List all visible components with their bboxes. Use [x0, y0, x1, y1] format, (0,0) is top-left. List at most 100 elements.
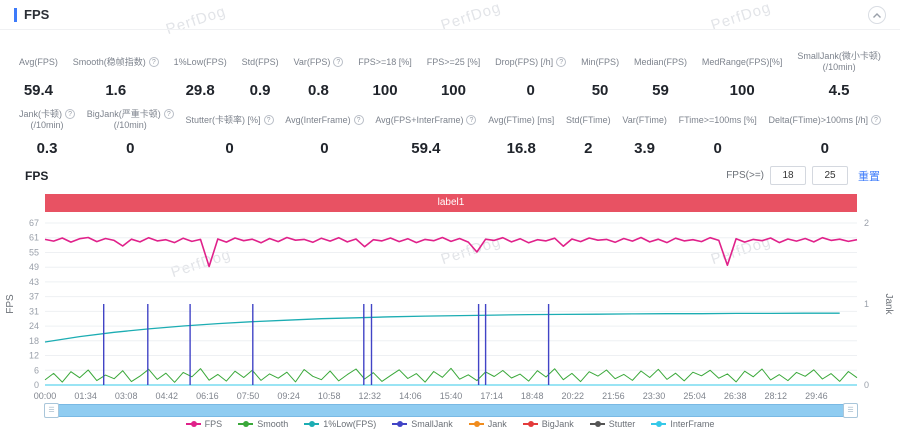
legend-item-bigjank[interactable]: BigJank — [522, 419, 574, 429]
svg-text:18:48: 18:48 — [521, 391, 544, 401]
legend-marker-icon — [589, 421, 605, 427]
metric-label: FTime>=100ms [%] — [678, 114, 757, 125]
metric-label: Jank(卡顿)? (/10min) — [19, 106, 76, 134]
svg-text:12:32: 12:32 — [359, 391, 382, 401]
metric-value: 50 — [591, 82, 609, 99]
metric-label: MedRange(FPS)[%] — [701, 56, 783, 67]
help-icon[interactable]: ? — [263, 114, 274, 125]
metric-label: Avg(InterFrame)? — [285, 106, 364, 134]
metric-label: Stutter(卡顿率) [%]? — [186, 106, 274, 134]
svg-text:23:30: 23:30 — [643, 391, 666, 401]
legend-item-jank[interactable]: Jank — [468, 419, 507, 429]
metric-label: FPS>=18 [%] — [358, 56, 412, 67]
metric-value: 0 — [713, 140, 722, 157]
metric-bigjank: BigJank(严重卡顿)? (/10min) 0 — [84, 106, 177, 157]
metric-label: Median(FPS) — [633, 56, 687, 67]
help-icon[interactable]: ? — [148, 56, 159, 67]
legend-item-1%low-fps[interactable]: 1%Low(FPS) — [304, 419, 376, 429]
svg-text:15:40: 15:40 — [440, 391, 463, 401]
metric-value: 0 — [526, 82, 535, 99]
chart-scrollbar[interactable]: ☰ ☰ — [44, 403, 858, 418]
metric-value: 100 — [729, 82, 755, 99]
svg-text:FPS: FPS — [5, 294, 16, 314]
help-icon[interactable]: ? — [65, 109, 76, 119]
legend-marker-icon — [651, 421, 667, 427]
collapse-button[interactable] — [868, 6, 886, 24]
legend-marker-icon — [238, 421, 254, 427]
scrollbar-left-handle[interactable]: ☰ — [44, 403, 59, 418]
metric-std-ftime: Std(FTime) 2 — [563, 106, 614, 158]
metric-value: 0.3 — [36, 140, 58, 157]
chevron-up-icon — [873, 13, 881, 18]
metric-var-fps: Var(FPS)? 0.8 — [291, 48, 347, 99]
svg-text:01:34: 01:34 — [74, 391, 97, 401]
chart-header: FPS FPS(>=) 重置 — [25, 166, 880, 188]
metric-delta-ftime-100ms-h: Delta(FTime)>100ms [/h]? 0 — [766, 106, 884, 157]
legend-marker-icon — [522, 421, 538, 427]
metric-label: Var(FPS)? — [294, 48, 344, 76]
metric-label: Std(FPS) — [241, 56, 279, 67]
help-icon[interactable]: ? — [333, 56, 344, 67]
metric-value: 4.5 — [828, 82, 850, 99]
metric-label: Delta(FTime)>100ms [/h]? — [769, 106, 881, 134]
svg-text:Jank: Jank — [883, 293, 894, 315]
legend-item-stutter[interactable]: Stutter — [589, 419, 635, 429]
metrics-row-2: Jank(卡顿)? (/10min) 0.3 BigJank(严重卡顿)? (/10mi… — [16, 106, 884, 157]
metric-label: Avg(FPS) — [19, 56, 58, 67]
reset-link[interactable]: 重置 — [858, 170, 880, 183]
legend-item-fps[interactable]: FPS — [185, 419, 222, 429]
metric-label: FPS>=25 [%] — [426, 56, 481, 67]
svg-text:26:38: 26:38 — [724, 391, 747, 401]
svg-text:0: 0 — [34, 380, 39, 390]
title-accent-bar — [14, 8, 17, 22]
svg-text:25:04: 25:04 — [683, 391, 706, 401]
svg-text:49: 49 — [29, 262, 39, 272]
panel-title: FPS — [24, 7, 50, 22]
svg-text:12: 12 — [29, 351, 39, 361]
fps-threshold-input-2[interactable] — [812, 166, 848, 185]
metric-label: Avg(FTime) [ms] — [488, 114, 555, 125]
fps-threshold-input-1[interactable] — [770, 166, 806, 185]
legend-item-smalljank[interactable]: SmallJank — [392, 419, 453, 429]
metric-value: 100 — [372, 82, 398, 99]
help-icon[interactable]: ? — [556, 56, 567, 67]
metric-label: Drop(FPS) [/h]? — [495, 48, 567, 76]
help-icon[interactable]: ? — [870, 114, 881, 125]
metric-label: BigJank(严重卡顿)? (/10min) — [87, 106, 174, 134]
metric-var-ftime: Var(FTime) 3.9 — [619, 106, 670, 158]
metric-drop-fps-h: Drop(FPS) [/h]? 0 — [492, 48, 569, 99]
svg-text:1: 1 — [864, 299, 869, 309]
fps-threshold-label: FPS(>=) — [726, 170, 764, 181]
svg-text:10:58: 10:58 — [318, 391, 341, 401]
svg-text:31: 31 — [29, 306, 39, 316]
scrollbar-right-handle[interactable]: ☰ — [843, 403, 858, 418]
metric-1%low-fps: 1%Low(FPS) 29.8 — [171, 48, 230, 100]
metric-ftime-100ms-%: FTime>=100ms [%] 0 — [676, 106, 760, 158]
metric-value: 3.9 — [634, 140, 656, 157]
svg-text:6: 6 — [34, 365, 39, 375]
svg-text:2: 2 — [864, 218, 869, 228]
metric-value: 2 — [584, 140, 593, 157]
metric-avg-ftime-ms: Avg(FTime) [ms] 16.8 — [485, 106, 557, 158]
metric-value: 59 — [652, 82, 669, 99]
svg-text:03:08: 03:08 — [115, 391, 138, 401]
help-icon[interactable]: ? — [163, 109, 174, 119]
metric-value: 0 — [320, 140, 329, 157]
metric-medrange-fps-%: MedRange(FPS)[%] 100 — [699, 48, 786, 100]
metric-value: 16.8 — [506, 140, 536, 157]
metric-value: 0 — [126, 140, 135, 157]
metric-value: 0 — [820, 140, 829, 157]
svg-text:14:06: 14:06 — [399, 391, 422, 401]
legend-item-smooth[interactable]: Smooth — [238, 419, 288, 429]
metric-value: 1.6 — [105, 82, 127, 99]
help-icon[interactable]: ? — [466, 114, 477, 125]
metric-value: 29.8 — [185, 82, 215, 99]
svg-text:00:00: 00:00 — [34, 391, 57, 401]
metric-median-fps: Median(FPS) 59 — [631, 48, 690, 100]
help-icon[interactable]: ? — [353, 114, 364, 125]
legend-marker-icon — [468, 421, 484, 427]
legend-item-interframe[interactable]: InterFrame — [651, 419, 714, 429]
metric-jank: Jank(卡顿)? (/10min) 0.3 — [16, 106, 78, 157]
